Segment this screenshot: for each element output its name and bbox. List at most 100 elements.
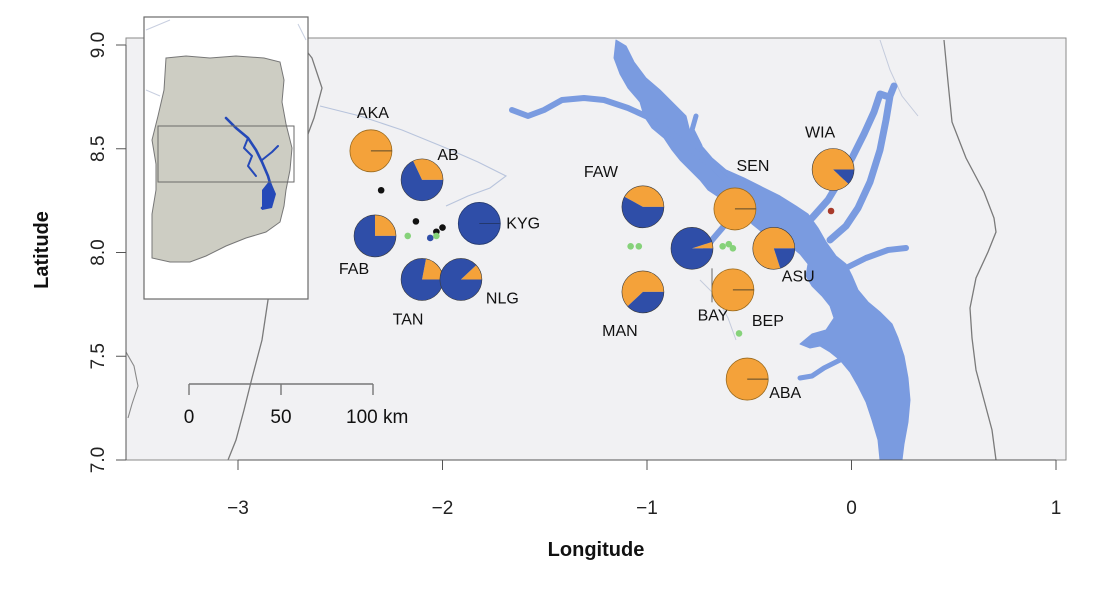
site-pies-layer: AKA AB KYG FAB TAN NLG FAW MAN BAY SEN ASU BEP WIA AB… xyxy=(339,105,855,402)
site-pie-ab: AB xyxy=(400,147,459,202)
x-tick-label: −1 xyxy=(636,498,658,519)
scale-bar: 0 50 100 km xyxy=(184,383,408,428)
site-pie-faw: FAW xyxy=(584,164,665,229)
site-label-ab: AB xyxy=(437,147,458,164)
pie-slice-blue xyxy=(621,196,664,228)
scale-bar-label-100: 100 km xyxy=(346,407,408,428)
y-axis: 7.0 7.5 8.0 8.5 9.0 Latitude xyxy=(31,32,127,473)
inset-neighbor-lines xyxy=(145,19,307,97)
site-pie-aka: AKA xyxy=(349,105,393,173)
y-tick-label: 7.0 xyxy=(88,447,109,473)
sample-point-black xyxy=(377,186,385,194)
x-tick-label: −3 xyxy=(227,498,249,519)
site-label-kyg: KYG xyxy=(506,215,540,232)
site-label-sen: SEN xyxy=(736,158,769,175)
sample-point-red xyxy=(827,207,835,215)
lake-arm-north xyxy=(808,90,890,222)
black-volta-river xyxy=(509,95,729,183)
pie-slice-blue xyxy=(354,214,397,257)
pie-outline xyxy=(353,214,397,258)
site-label-asu: ASU xyxy=(782,268,815,285)
pie-outline xyxy=(811,148,855,191)
pie-outline xyxy=(439,258,483,301)
sample-point-black xyxy=(439,224,446,231)
pie-outline xyxy=(752,227,796,270)
site-pie-bay: BAY xyxy=(670,227,729,324)
sample-point-green xyxy=(433,232,440,240)
pie-slice-orange xyxy=(422,258,444,280)
inset-lake-volta-2 xyxy=(243,137,279,177)
x-tick-label: 0 xyxy=(846,498,857,519)
inset-lake-volta-3 xyxy=(262,180,276,210)
white-volta-arm xyxy=(826,82,898,244)
pie-slice-blue xyxy=(439,258,482,301)
site-pie-sen: SEN xyxy=(713,158,769,231)
southern-lake-inlet xyxy=(797,357,843,381)
y-tick-label: 9.0 xyxy=(88,32,109,58)
site-pie-wia: WIA xyxy=(805,125,855,191)
x-tick-label: 1 xyxy=(1051,498,1062,519)
site-pie-man: MAN xyxy=(602,270,665,340)
region-boundary-line xyxy=(319,105,508,207)
pie-slice-blue xyxy=(773,248,795,269)
sample-point-green xyxy=(404,232,412,240)
sample-point-green xyxy=(627,242,634,250)
x-axis-title: Longitude xyxy=(548,539,645,561)
sample-point-green xyxy=(725,240,733,248)
site-pie-fab: FAB xyxy=(339,214,397,278)
y-ticks: 7.0 7.5 8.0 8.5 9.0 xyxy=(88,32,126,473)
pie-slice-orange xyxy=(375,214,397,236)
scale-bar-label-50: 50 xyxy=(270,407,291,428)
inset-study-area-box xyxy=(157,125,295,183)
pie-slice-blue xyxy=(833,169,855,184)
western-border-line-2 xyxy=(125,351,139,419)
site-label-man: MAN xyxy=(602,323,638,340)
y-tick-label: 8.5 xyxy=(88,136,109,162)
site-pie-bep: BEP xyxy=(711,268,784,330)
pie-slice-orange xyxy=(624,185,664,207)
pie-slice-blue xyxy=(401,258,444,301)
site-label-bay: BAY xyxy=(698,307,729,324)
sample-point-blue xyxy=(426,234,434,242)
site-pie-tan: TAN xyxy=(393,258,444,328)
site-label-aba: ABA xyxy=(769,385,801,402)
inset-ghana-outline xyxy=(151,55,293,263)
site-label-nlg: NLG xyxy=(486,290,519,307)
eastern-border-line xyxy=(943,39,997,461)
sample-point-green xyxy=(635,242,643,250)
sample-point-black xyxy=(412,218,420,225)
pie-slice-blue xyxy=(670,227,713,270)
y-tick-label: 7.5 xyxy=(88,343,109,369)
inset-map xyxy=(143,16,309,300)
sample-point-green xyxy=(719,242,726,250)
pie-outline xyxy=(621,185,665,229)
sample-point-green xyxy=(729,245,737,252)
sample-points-layer xyxy=(377,186,835,337)
pie-slice-orange xyxy=(460,265,482,280)
site-label-faw: FAW xyxy=(584,164,619,181)
site-pie-nlg: NLG xyxy=(439,258,519,307)
site-label-tan: TAN xyxy=(393,311,424,328)
site-label-aka: AKA xyxy=(357,105,389,122)
site-pie-kyg: KYG xyxy=(457,202,540,245)
pie-slice-orange xyxy=(691,241,713,249)
site-label-wia: WIA xyxy=(805,125,836,142)
site-label-bep: BEP xyxy=(752,313,784,330)
x-axis: −3 −2 −1 0 1 Longitude xyxy=(227,459,1061,561)
site-pie-asu: ASU xyxy=(752,227,815,285)
pie-outline xyxy=(400,158,444,202)
pie-outline xyxy=(621,270,665,314)
site-label-fab: FAB xyxy=(339,261,369,278)
y-tick-label: 8.0 xyxy=(88,239,109,265)
region-boundary-line-2 xyxy=(879,39,919,117)
lake-arm-upper xyxy=(689,113,703,149)
x-ticks: −3 −2 −1 0 1 xyxy=(227,460,1061,519)
x-tick-label: −2 xyxy=(432,498,454,519)
y-axis-title: Latitude xyxy=(31,211,53,289)
pie-outline xyxy=(670,227,714,270)
pie-slice-blue xyxy=(401,160,444,201)
sample-point-green xyxy=(735,330,743,337)
eastern-lake-arm xyxy=(843,245,909,271)
pie-slice-orange xyxy=(621,270,664,307)
